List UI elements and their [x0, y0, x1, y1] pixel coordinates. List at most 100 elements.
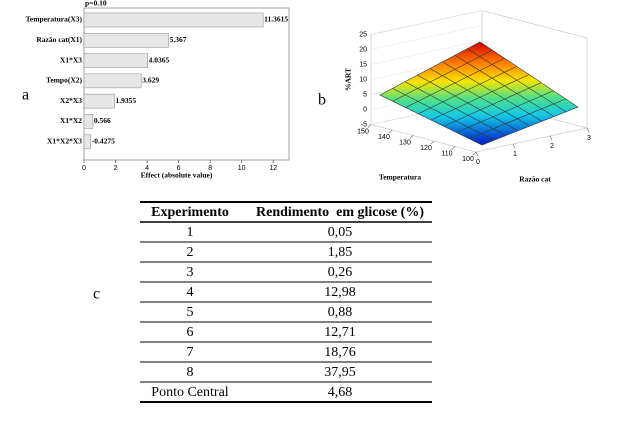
grid-line — [370, 25, 483, 50]
cell: 1,85 — [328, 245, 353, 260]
x-tick-label: 10 — [238, 165, 246, 172]
value-label: 3.629 — [142, 76, 159, 85]
cell: 37,95 — [324, 365, 356, 380]
x-tick-label: 4 — [145, 165, 149, 172]
y-tick-label: 130 — [399, 139, 411, 146]
column-header: Experimento — [151, 205, 229, 220]
y-tick-label: X1*X3 — [60, 55, 82, 64]
value-label: -0.4275 — [92, 136, 115, 145]
tick-mark — [549, 135, 553, 141]
y-tick-label: X2*X3 — [60, 96, 82, 105]
y-tick-label: 100 — [462, 156, 474, 163]
surface-mesh — [430, 74, 530, 121]
annotation: p=0.10 — [85, 0, 107, 8]
x-tick-label: 8 — [208, 165, 212, 172]
grid-line — [370, 10, 483, 35]
surface-mesh — [443, 82, 542, 127]
surface-mesh — [469, 98, 566, 140]
cell: 6 — [187, 325, 194, 340]
z-tick-label: 0 — [363, 106, 367, 113]
value-label: 5.367 — [170, 35, 187, 44]
y-tick-label: 120 — [420, 145, 432, 152]
cell: 0,05 — [328, 225, 353, 240]
bar — [83, 12, 264, 28]
value-label: 0.566 — [94, 116, 111, 125]
x-tick-label: 2 — [550, 143, 554, 150]
table: Experimento Rendimento em glicose (%) 1 0,0… — [140, 201, 432, 403]
z-tick-label: 5 — [363, 91, 367, 98]
cell: 5 — [187, 305, 194, 320]
x-tick-label: 0 — [476, 159, 480, 166]
x-tick-label: 6 — [177, 165, 181, 172]
x-tick-label: 2 — [114, 165, 118, 172]
y-tick-label: Temperatura(X3) — [26, 15, 83, 24]
y-tick-label: 150 — [357, 128, 369, 135]
pareto-chart: p=0.10 0 2 4 6 8 10 12 Effect (absolute value) Te… — [26, 0, 290, 180]
surface-mesh — [467, 48, 567, 113]
cell: 12,98 — [324, 285, 356, 300]
cell: Ponto Central — [151, 385, 228, 400]
tick-mark — [472, 151, 477, 156]
x-axis-label: Effect (absolute value) — [141, 171, 213, 180]
cell: 8 — [187, 365, 194, 380]
panel-label: a — [22, 87, 29, 104]
z-tick-label: 15 — [359, 61, 367, 68]
cell: 4,68 — [328, 385, 353, 400]
value-label: 4.0365 — [149, 55, 170, 64]
tick-mark — [475, 151, 479, 157]
box-edge — [475, 127, 588, 153]
x-axis-label: Razão cat — [519, 175, 551, 184]
cell: 4 — [187, 285, 194, 300]
z-axis-label: %ART — [344, 68, 353, 91]
cell: 0,88 — [328, 305, 353, 320]
y-tick-label: 110 — [441, 150, 452, 157]
cell: 7 — [187, 345, 194, 360]
bar — [83, 73, 142, 89]
y-tick-label: 140 — [378, 134, 390, 141]
y-tick-label: Razão cat(X1) — [36, 35, 82, 44]
x-tick-label: 12 — [269, 165, 277, 172]
x-tick-label: 3 — [587, 135, 591, 142]
tick-mark — [586, 127, 590, 133]
surface-mesh — [454, 54, 555, 117]
surface-mesh — [456, 90, 554, 133]
y-tick-label: Tempo(X2) — [46, 76, 82, 85]
cell: 1 — [187, 225, 194, 240]
panel-label: b — [318, 92, 326, 109]
y-tick-label: X1*X2*X3 — [47, 136, 82, 145]
tick-mark — [388, 129, 393, 134]
x-tick-label: 0 — [82, 165, 86, 172]
grid-line — [370, 40, 483, 65]
bar — [83, 53, 148, 68]
box-edge — [481, 10, 588, 39]
x-tick-label: 1 — [513, 151, 517, 158]
z-tick-label: -5 — [361, 121, 367, 128]
tick-mark — [367, 124, 372, 128]
bar — [83, 134, 92, 150]
bar — [83, 114, 94, 129]
bar — [83, 32, 169, 48]
value-label: 1.9355 — [116, 96, 137, 105]
cell: 12,71 — [324, 325, 356, 340]
cell: 18,76 — [324, 345, 356, 360]
tick-mark — [409, 135, 414, 139]
tick-mark — [512, 143, 516, 149]
tick-mark — [451, 146, 456, 150]
value-label: 11.3615 — [264, 15, 288, 24]
surface-mesh — [442, 61, 543, 122]
cell: 3 — [187, 265, 194, 280]
surface-chart: -5 0 5 10 15 20 25 0 1 2 3 100 110 120 130 140 150 %ART Te… — [344, 10, 591, 184]
column-header: Rendimento em glicose (%) — [256, 205, 424, 220]
z-tick-label: 20 — [359, 46, 367, 53]
y-axis-label: Temperatura — [379, 173, 421, 182]
tick-mark — [430, 140, 435, 145]
y-tick-label: X1*X2 — [60, 116, 82, 125]
panel-label: c — [93, 286, 100, 303]
z-tick-label: 25 — [359, 31, 367, 38]
box-edge — [370, 124, 477, 153]
surface — [379, 41, 579, 146]
cell: 2 — [187, 245, 194, 260]
cell: 0,26 — [328, 265, 353, 280]
bar — [83, 93, 115, 109]
